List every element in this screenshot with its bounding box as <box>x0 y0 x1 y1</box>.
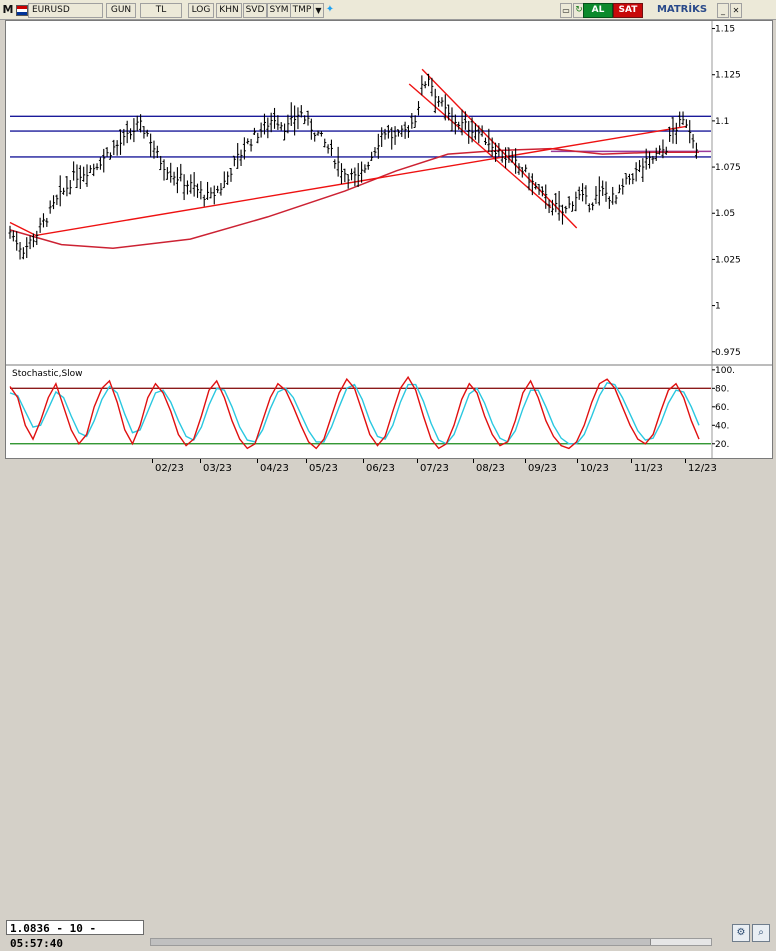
price-tick-label: 0.975 <box>715 348 741 358</box>
x-axis-tick <box>257 459 258 463</box>
symbol-button[interactable]: EURUSD <box>28 3 103 18</box>
price-tick-label: 1.15 <box>715 25 735 35</box>
x-axis-label: 10/23 <box>580 463 609 474</box>
trend-line <box>9 125 687 237</box>
price-tick-label: 1.075 <box>715 163 741 173</box>
x-axis-tick <box>473 459 474 463</box>
sym-button[interactable]: SYM <box>267 3 291 18</box>
settings-icon[interactable]: ⚙ <box>732 924 750 942</box>
x-axis-label: 04/23 <box>260 463 289 474</box>
buy-button[interactable]: AL <box>583 3 613 18</box>
x-axis-tick <box>417 459 418 463</box>
x-axis-label: 08/23 <box>476 463 505 474</box>
trend-line <box>408 83 552 209</box>
x-axis-tick <box>152 459 153 463</box>
x-axis-label: 03/23 <box>203 463 232 474</box>
svd-button[interactable]: SVD <box>243 3 267 18</box>
x-axis-tick <box>200 459 201 463</box>
stochastic-tick-label: 100. <box>715 366 735 376</box>
stochastic-tick-label: 80. <box>715 384 729 394</box>
price-tick-label: 1.05 <box>715 209 735 219</box>
currency-button[interactable]: TL <box>140 3 182 18</box>
x-axis-tick <box>685 459 686 463</box>
status-bar: 1.0836 - 10 - 05:57:40 02/23 03/23 04/23 05… <box>0 459 776 950</box>
period-button[interactable]: GUN <box>106 3 136 18</box>
log-button[interactable]: LOG <box>188 3 214 18</box>
brand-logo: MATRİKS <box>656 4 708 15</box>
price-tick-label: 1 <box>715 302 721 312</box>
corner-icons: ⚙ ⌕ <box>732 924 772 942</box>
moving-average-line <box>9 147 699 250</box>
horizontal-scrollbar[interactable] <box>150 938 712 946</box>
scrollbar-thumb[interactable] <box>650 939 711 945</box>
twitter-icon[interactable]: ✦ <box>325 4 335 15</box>
x-axis-tick <box>631 459 632 463</box>
x-axis-label: 07/23 <box>420 463 449 474</box>
x-axis-label: 09/23 <box>528 463 557 474</box>
zoom-icon[interactable]: ⌕ <box>752 924 770 942</box>
x-axis-tick <box>525 459 526 463</box>
flag-icon[interactable] <box>16 5 28 16</box>
x-axis-label: 05/23 <box>309 463 338 474</box>
m-label: M <box>2 3 14 16</box>
x-axis-label: 11/23 <box>634 463 663 474</box>
stochastic-d-line <box>9 382 700 445</box>
sell-button[interactable]: SAT <box>613 3 643 18</box>
chart-svg[interactable]: 1.15 1.125 1.1 1.075 1.05 1.025 1 0.975 Stochas… <box>6 21 772 458</box>
x-axis-tick <box>363 459 364 463</box>
stochastic-tick-label: 20. <box>715 440 729 450</box>
price-tick-label: 1.125 <box>715 71 741 81</box>
stochastic-k-line <box>9 375 700 450</box>
stochastic-title: Stochastic,Slow <box>12 369 83 379</box>
dropdown-arrow-icon[interactable]: ▼ <box>313 3 324 18</box>
x-axis-tick <box>306 459 307 463</box>
minimize-icon[interactable]: _ <box>717 3 729 18</box>
x-axis-tick <box>577 459 578 463</box>
stochastic-panel: Stochastic,Slow 100. 80. 60. 40. 20. <box>9 366 735 450</box>
x-axis-label: 02/23 <box>155 463 184 474</box>
stochastic-tick-label: 40. <box>715 421 729 431</box>
tmp-button[interactable]: TMP <box>290 3 314 18</box>
x-axis-label: 12/23 <box>688 463 717 474</box>
chart-area[interactable]: 1.15 1.125 1.1 1.075 1.05 1.025 1 0.975 Stochas… <box>5 20 773 459</box>
price-panel: 1.15 1.125 1.1 1.075 1.05 1.025 1 0.975 <box>6 21 772 458</box>
close-icon[interactable]: ✕ <box>730 3 742 18</box>
toolbar: M EURUSD GUN TL LOG KHN SVD SYM TMP ▼ ✦ … <box>0 0 776 20</box>
stochastic-tick-label: 60. <box>715 403 729 413</box>
window-icon[interactable]: ▭ <box>560 3 572 18</box>
price-tick-label: 1.025 <box>715 255 741 265</box>
price-tick-label: 1.1 <box>715 117 729 127</box>
cursor-readout: 1.0836 - 10 - 05:57:40 <box>6 920 144 950</box>
x-axis-label: 06/23 <box>366 463 395 474</box>
khn-button[interactable]: KHN <box>216 3 242 18</box>
